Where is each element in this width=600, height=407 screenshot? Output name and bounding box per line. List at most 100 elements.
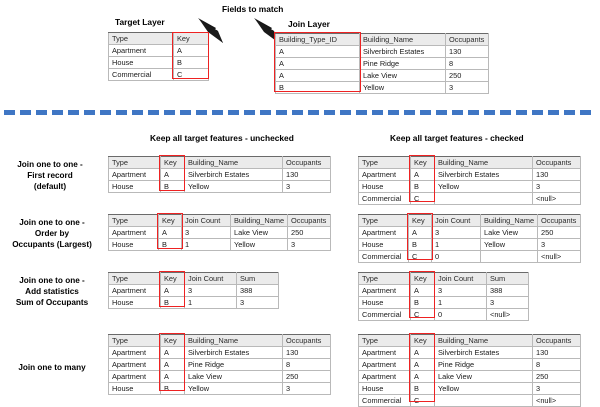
table-cell: Pine Ridge — [359, 57, 446, 70]
table-header-row: Type Key Join Count Building_Name Occupants — [358, 214, 581, 227]
table-cell: Silverbirch Estates — [184, 168, 283, 181]
table-cell: B — [410, 180, 435, 193]
column-header: Sum — [486, 272, 529, 285]
table-cell: House — [108, 56, 174, 69]
section-0-checked-table: Type Key Building_Name Occupants Apartment A S… — [358, 156, 581, 205]
column-header: Building_Name — [434, 156, 533, 169]
table-row: Apartment A Pine Ridge 8 — [358, 358, 581, 371]
table-cell: C — [173, 68, 209, 81]
table-cell: C — [410, 192, 435, 205]
section-3-unchecked-table: Type Key Building_Name Occupants Apartment A S… — [108, 334, 331, 395]
column-header: Occupants — [537, 214, 581, 227]
table-cell: B — [160, 180, 185, 193]
section-2-unchecked-wrap: Type Key Join Count Sum Apartment A 3 388 House B… — [108, 271, 279, 309]
table-cell: A — [275, 57, 360, 70]
table-row: Apartment A 3 Lake View 250 — [358, 226, 581, 239]
column-header: Key — [160, 334, 185, 347]
table-cell: 3 — [181, 226, 231, 239]
section-label-line: Order by — [34, 229, 70, 238]
table-cell: 388 — [486, 284, 529, 297]
table-cell: Commercial — [358, 192, 411, 205]
table-cell: A — [160, 284, 185, 297]
table-row: B Yellow 3 — [275, 81, 489, 94]
column-header: Join Count — [184, 272, 237, 285]
table-cell: Apartment — [108, 358, 161, 371]
table-cell: Apartment — [108, 226, 159, 239]
table-cell: 250 — [282, 370, 331, 383]
table-cell: 1 — [434, 296, 487, 309]
table-cell: <null> — [537, 250, 581, 263]
column-header: Type — [108, 32, 174, 45]
table-cell: Apartment — [358, 284, 411, 297]
table-cell: C — [410, 394, 435, 407]
column-header: Type — [358, 334, 411, 347]
table-cell: 1 — [181, 238, 231, 251]
section-label-2: Join one to one - Add statistics Sum of Oc… — [0, 275, 104, 308]
table-cell: 0 — [431, 250, 481, 263]
table-cell: House — [358, 382, 411, 395]
table-row: Apartment A 3 Lake View 250 — [108, 226, 331, 239]
table-row: Apartment A Lake View 250 — [358, 370, 581, 383]
table-cell: A — [410, 358, 435, 371]
column-header: Type — [358, 272, 411, 285]
section-label-3: Join one to many — [0, 362, 104, 373]
table-cell: 3 — [532, 180, 581, 193]
table-cell: Apartment — [108, 284, 161, 297]
table-cell: B — [158, 238, 182, 251]
table-cell: Pine Ridge — [434, 358, 533, 371]
table-row: Apartment A Silverbirch Estates 130 — [108, 168, 331, 181]
table-row: House B Yellow 3 — [358, 180, 581, 193]
table-row: A Pine Ridge 8 — [275, 57, 489, 70]
table-cell: 3 — [445, 81, 489, 94]
table-cell — [480, 250, 538, 263]
table-cell: A — [275, 69, 360, 82]
table-cell: A — [160, 168, 185, 181]
table-cell: Silverbirch Estates — [434, 168, 533, 181]
table-cell: 3 — [287, 238, 331, 251]
table-row: Commercial C <null> — [358, 192, 581, 205]
column-header: Occupants — [282, 334, 331, 347]
table-cell: <null> — [532, 192, 581, 205]
section-label-line: Occupants (Largest) — [12, 240, 92, 249]
arrow-to-target-key-icon — [198, 18, 223, 43]
table-cell: Commercial — [358, 308, 411, 321]
join-layer-title: Join Layer — [288, 19, 330, 29]
table-header-row: Type Key Join Count Building_Name Occupants — [108, 214, 331, 227]
target-layer-title: Target Layer — [115, 17, 165, 27]
table-cell: House — [108, 238, 159, 251]
table-cell: A — [160, 370, 185, 383]
column-header-checked: Keep all target features - checked — [390, 133, 524, 143]
column-header: Type — [108, 156, 161, 169]
column-header: Type — [358, 156, 411, 169]
table-row: A Lake View 250 — [275, 69, 489, 82]
section-1-checked-table: Type Key Join Count Building_Name Occupants A… — [358, 214, 581, 263]
section-label-line: (default) — [33, 182, 67, 191]
table-cell: B — [160, 382, 185, 395]
table-cell: Yellow — [359, 81, 446, 94]
table-row: House B 1 3 — [358, 296, 529, 309]
section-label-0: Join one to one - First record (default) — [0, 159, 100, 192]
table-row: Commercial C <null> — [358, 394, 581, 407]
target-layer-table: Type Key Apartment A House B Commercial C — [108, 32, 209, 81]
table-cell: 388 — [236, 284, 279, 297]
table-cell: 0 — [434, 308, 487, 321]
column-header: Join Count — [434, 272, 487, 285]
section-divider — [4, 110, 596, 115]
column-header: Key — [160, 272, 185, 285]
table-cell: Silverbirch Estates — [359, 45, 446, 58]
table-row: House B Yellow 3 — [108, 180, 331, 193]
table-cell: 8 — [445, 57, 489, 70]
table-cell: A — [410, 168, 435, 181]
table-cell: A — [410, 284, 435, 297]
table-cell: Lake View — [480, 226, 538, 239]
section-1-unchecked-wrap: Type Key Join Count Building_Name Occupants A… — [108, 213, 331, 251]
section-1-unchecked-table: Type Key Join Count Building_Name Occupants A… — [108, 214, 331, 251]
column-header: Key — [410, 272, 435, 285]
table-row: House B 1 3 — [108, 296, 279, 309]
table-cell: Commercial — [358, 250, 409, 263]
column-header: Type — [108, 272, 161, 285]
table-cell: B — [173, 56, 209, 69]
table-cell: Lake View — [230, 226, 288, 239]
table-cell: Apartment — [108, 168, 161, 181]
table-cell: A — [160, 358, 185, 371]
